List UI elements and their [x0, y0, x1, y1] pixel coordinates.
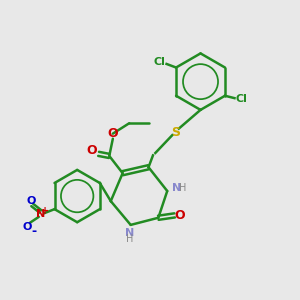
- Text: N: N: [172, 183, 182, 193]
- Text: Cl: Cl: [236, 94, 247, 104]
- Text: H: H: [179, 183, 186, 193]
- Text: O: O: [26, 196, 35, 206]
- Text: N: N: [125, 228, 135, 238]
- Text: N: N: [36, 209, 45, 220]
- Text: O: O: [87, 144, 98, 157]
- Text: O: O: [107, 127, 118, 140]
- Text: O: O: [23, 222, 32, 232]
- Text: S: S: [171, 126, 180, 139]
- Text: -: -: [32, 225, 37, 238]
- Text: Cl: Cl: [154, 57, 166, 67]
- Text: H: H: [126, 234, 134, 244]
- Text: +: +: [41, 206, 50, 216]
- Text: O: O: [175, 209, 185, 222]
